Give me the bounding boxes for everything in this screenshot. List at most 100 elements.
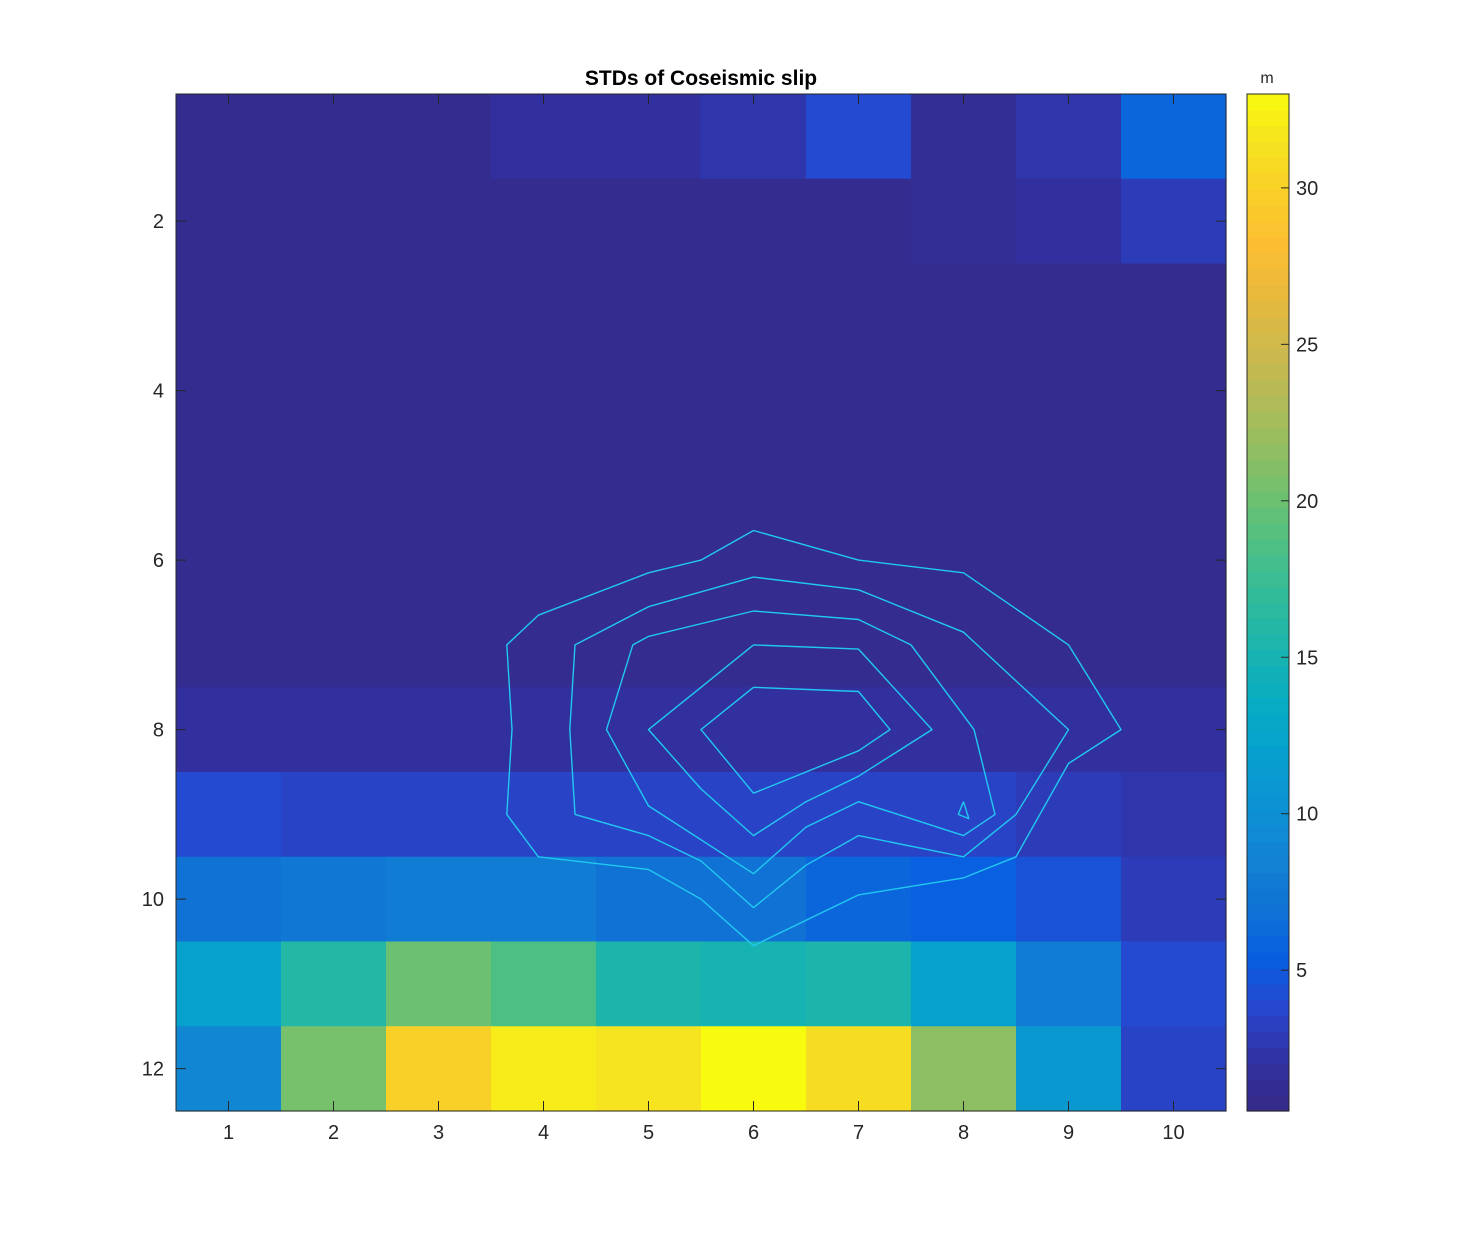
heatmap-cell-r8-c10 [1121,687,1227,773]
heatmap-cell-r11-c2 [281,941,387,1027]
heatmap-cell-r9-c10 [1121,772,1227,858]
heatmap-cell-r11-c5 [596,941,702,1027]
heatmap-cell-r3-c10 [1121,263,1227,349]
heatmap-cell-r12-c1 [176,1026,282,1112]
x-tick-label: 5 [643,1122,654,1144]
colorbar-segment [1247,300,1289,318]
heatmap-cell-r10-c10 [1121,856,1227,943]
heatmap-cell-r1-c2 [281,94,387,180]
heatmap-cell-r6-c3 [386,517,492,604]
heatmap-cell-r10-c5 [596,856,702,943]
y-tick-label: 4 [153,381,164,403]
colorbar-segment [1247,1079,1289,1096]
heatmap-cell-r1-c6 [701,94,807,180]
colorbar: 5 10 15 20 25 30 [1246,93,1318,1112]
colorbar-segment [1247,443,1289,461]
colorbar-tick-label: 30 [1296,178,1318,200]
x-axis: 1 2 3 4 5 6 7 8 9 10 [223,94,1185,1144]
heatmap-cell-r1-c8 [911,94,1017,180]
heatmap-cell-r5-c8 [911,433,1017,519]
heatmap-cell-r1-c5 [596,94,702,180]
colorbar-frame [1246,93,1290,1112]
heatmap-cell-r11-c6 [701,941,807,1027]
contour-line-3 [605,610,996,875]
colorbar-segment [1247,427,1289,445]
colorbar-segment [1247,650,1289,667]
heatmap-cell-r6-c1 [176,517,282,604]
colorbar-segment [1247,316,1289,333]
y-tick-label: 10 [142,889,164,911]
heatmap-cell-r9-c1 [176,772,282,858]
heatmap-cell-r1-c10 [1121,94,1227,180]
heatmap-cell-r11-c10 [1121,941,1227,1027]
heatmap-cell-r7-c7 [806,602,912,688]
colorbar-segment [1247,681,1289,699]
heatmap-cell-r5-c3 [386,433,492,519]
colorbar-segment [1247,109,1289,127]
heatmap-cell-r5-c2 [281,433,387,519]
heatmap-cell-r2-c1 [176,178,282,265]
heatmap-cell-r10-c3 [386,856,492,943]
heatmap-cell-r2-c3 [386,178,492,265]
colorbar-segment [1247,538,1289,556]
x-tick-label: 3 [433,1122,444,1144]
colorbar-segment [1247,491,1289,508]
heatmap-cell-r9-c9 [1016,772,1122,858]
colorbar-segment [1247,94,1289,111]
contour-line-2 [569,576,1070,909]
colorbar-segment [1247,411,1289,429]
heatmap-cell-r8-c7 [806,687,912,773]
heatmap-cell-r6-c4 [491,517,597,604]
colorbar-segment [1247,523,1289,540]
heatmap-cell-r10-c8 [911,856,1017,943]
colorbar-segment [1247,952,1289,969]
heatmap-cell-r12-c5 [596,1026,702,1112]
heatmap-cell-r6-c8 [911,517,1017,604]
colorbar-segment [1247,554,1289,572]
heatmap-cell-r12-c3 [386,1026,492,1112]
heatmap-cell-r3-c3 [386,263,492,349]
colorbar-segment [1247,205,1289,222]
heatmap-cell-r1-c4 [491,94,597,180]
heatmap-cell-r11-c3 [386,941,492,1027]
heatmap-cell-r8-c6 [701,687,807,773]
heatmap-cell-r4-c4 [491,348,597,434]
colorbar-segment [1247,141,1289,159]
colorbar-segment [1247,189,1289,206]
colorbar-segment [1247,173,1289,190]
colorbar-segment [1247,157,1289,175]
colorbar-segment [1247,348,1289,365]
colorbar-segment [1247,475,1289,492]
heatmap-cell-r10-c9 [1016,856,1122,943]
heatmap-cell-r9-c6 [701,772,807,858]
heatmap-cell-r4-c1 [176,348,282,434]
heatmap-cell-r3-c1 [176,263,282,349]
heatmap-cell-r2-c5 [596,178,702,265]
heatmap-cell-r8-c2 [281,687,387,773]
colorbar-segment [1247,666,1289,683]
colorbar-tick-label: 20 [1296,491,1318,513]
heatmap-cell-r5-c10 [1121,433,1227,519]
heatmap-cell-r11-c7 [806,941,912,1027]
contour-lines [506,529,1122,947]
heatmap-cell-r4-c2 [281,348,387,434]
heatmap-cell-r3-c9 [1016,263,1122,349]
colorbar-segment [1247,1015,1289,1033]
heatmap-cell-r11-c8 [911,941,1017,1027]
colorbar-segment [1247,967,1289,985]
heatmap-cell-r4-c6 [701,348,807,434]
heatmap-cell-r6-c10 [1121,517,1227,604]
contour-line-4 [647,644,933,837]
heatmap-cell-r3-c7 [806,263,912,349]
colorbar-segment [1247,824,1289,842]
colorbar-segment [1247,777,1289,794]
heatmap-cell-r8-c4 [491,687,597,773]
y-tick-label: 6 [153,550,164,572]
colorbar-segment [1247,395,1289,413]
x-tick-label: 1 [223,1122,234,1144]
chart-title: STDs of Coseismic slip [585,67,817,90]
colorbar-segment [1247,380,1289,397]
heatmap-cell-r12-c10 [1121,1026,1227,1112]
heatmap-cell-r2-c4 [491,178,597,265]
heatmap-cell-r3-c2 [281,263,387,349]
